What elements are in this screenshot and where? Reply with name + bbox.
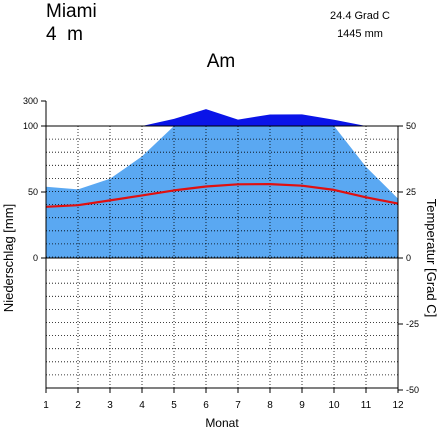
temp-tick-label: 50 xyxy=(406,121,416,131)
station-name: Miami xyxy=(46,1,97,22)
x-tick-label: 12 xyxy=(392,400,404,411)
temperature-line xyxy=(45,183,399,208)
x-axis-label: Monat xyxy=(205,416,239,430)
plot-area xyxy=(45,109,399,388)
precip-tick-label: 100 xyxy=(23,121,38,131)
temp-tick-label: -50 xyxy=(406,385,419,395)
x-tick-label: 9 xyxy=(299,400,305,411)
x-tick-label: 3 xyxy=(107,400,113,411)
right-axis-label: Temperatur [Grad C] xyxy=(424,199,439,318)
temp-tick-label: -25 xyxy=(406,319,419,329)
precipitation-area xyxy=(46,126,398,258)
x-tick-label: 5 xyxy=(171,400,177,411)
station-elevation: 4 m xyxy=(46,24,83,45)
climate-class: Am xyxy=(207,51,236,72)
x-tick-label: 11 xyxy=(361,400,372,411)
x-tick-label: 7 xyxy=(235,400,241,411)
x-tick-label: 1 xyxy=(43,400,49,411)
annual-temperature: 24.4 Grad C xyxy=(330,10,390,22)
precipitation-excess-area xyxy=(46,109,398,126)
x-tick-label: 2 xyxy=(75,400,81,411)
precip-tick-label: 50 xyxy=(28,187,38,197)
x-tick-label: 10 xyxy=(328,400,340,411)
temp-tick-label: 0 xyxy=(406,253,411,263)
x-tick-label: 8 xyxy=(267,400,273,411)
temp-tick-label: 25 xyxy=(406,187,416,197)
precip-tick-label: 300 xyxy=(23,96,38,106)
left-axis-label: Niederschlag [mm] xyxy=(1,204,16,312)
x-tick-label: 4 xyxy=(139,400,145,411)
precip-tick-label: 0 xyxy=(33,253,38,263)
annual-precipitation: 1445 mm xyxy=(337,28,383,40)
x-tick-label: 6 xyxy=(203,400,209,411)
